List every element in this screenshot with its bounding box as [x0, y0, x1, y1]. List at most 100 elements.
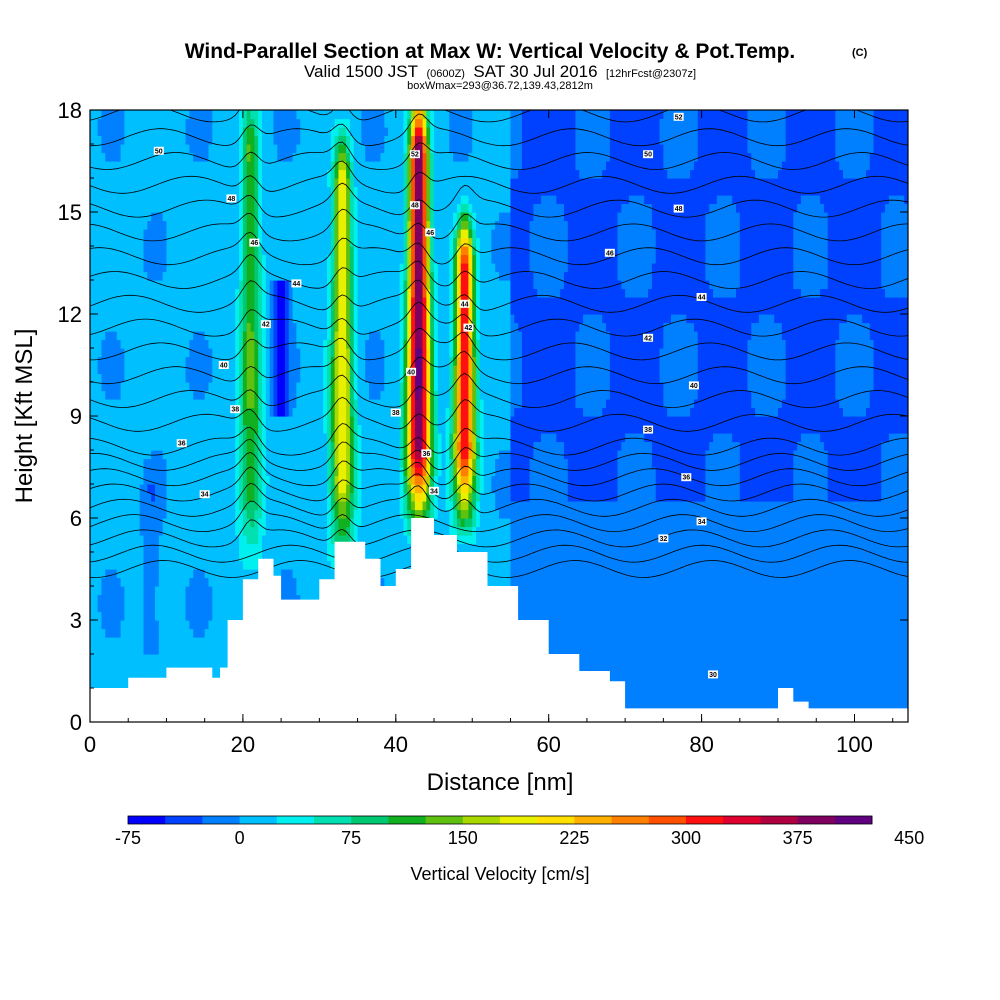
velocity-cell	[116, 382, 122, 392]
velocity-cell	[277, 399, 282, 409]
velocity-cell	[216, 484, 221, 494]
velocity-cell	[189, 518, 194, 528]
velocity-cell	[197, 577, 202, 587]
velocity-cell	[132, 322, 137, 332]
velocity-cell	[97, 450, 103, 460]
velocity-cell	[300, 144, 305, 154]
velocity-cell	[265, 467, 271, 477]
velocity-cell	[177, 280, 183, 290]
velocity-cell	[105, 424, 110, 434]
velocity-cell	[281, 203, 286, 213]
velocity-cell	[185, 518, 190, 528]
velocity-cell	[231, 152, 236, 162]
velocity-cell	[135, 297, 141, 307]
velocity-cell	[200, 339, 206, 349]
velocity-cell	[246, 220, 252, 230]
velocity-cell	[250, 492, 255, 502]
velocity-cell	[304, 212, 309, 222]
velocity-cell	[200, 662, 206, 672]
velocity-cell	[300, 390, 305, 400]
velocity-cell	[93, 671, 99, 681]
copyright-mark: (C)	[852, 47, 868, 59]
velocity-cell	[338, 186, 343, 196]
velocity-cell	[105, 152, 110, 162]
velocity-cell	[97, 229, 103, 239]
velocity-cell	[311, 577, 317, 587]
velocity-cell	[227, 484, 233, 494]
velocity-cell	[216, 620, 221, 630]
velocity-cell	[212, 382, 217, 392]
velocity-cell	[262, 314, 267, 324]
velocity-cell	[97, 118, 103, 128]
velocity-cell	[269, 552, 275, 562]
velocity-cell	[284, 118, 290, 128]
velocity-cell	[262, 297, 267, 307]
velocity-cell	[177, 169, 183, 179]
velocity-cell	[139, 501, 145, 511]
velocity-cell	[101, 637, 106, 647]
velocity-cell	[112, 543, 118, 553]
velocity-cell	[128, 637, 133, 647]
velocity-cell	[204, 135, 210, 145]
velocity-cell	[181, 620, 187, 630]
velocity-cell	[177, 305, 183, 315]
velocity-cell	[193, 237, 198, 247]
velocity-cell	[296, 246, 301, 256]
velocity-cell	[128, 390, 133, 400]
velocity-cell	[281, 407, 286, 417]
velocity-cell	[166, 645, 171, 655]
velocity-cell	[239, 254, 244, 264]
velocity-cell	[132, 475, 137, 485]
velocity-cell	[189, 577, 194, 587]
velocity-cell	[292, 543, 298, 553]
velocity-cell	[231, 526, 236, 536]
velocity-cell	[170, 492, 175, 502]
velocity-cell	[151, 662, 156, 672]
velocity-cell	[307, 458, 313, 468]
velocity-cell	[204, 603, 210, 613]
velocity-cell	[296, 322, 301, 332]
velocity-cell	[239, 373, 244, 383]
velocity-cell	[116, 144, 122, 154]
velocity-cell	[143, 322, 148, 332]
velocity-cell	[105, 322, 110, 332]
velocity-cell	[143, 509, 148, 519]
velocity-cell	[124, 518, 129, 528]
velocity-cell	[262, 127, 267, 137]
velocity-cell	[258, 450, 263, 460]
velocity-cell	[284, 297, 290, 307]
velocity-cell	[296, 441, 301, 451]
velocity-cell	[288, 246, 294, 256]
velocity-cell	[284, 135, 290, 145]
velocity-cell	[349, 407, 355, 417]
velocity-cell	[292, 484, 298, 494]
velocity-cell	[166, 382, 171, 392]
velocity-cell	[239, 229, 244, 239]
velocity-cell	[166, 569, 171, 579]
velocity-cell	[307, 348, 313, 358]
velocity-cell	[139, 543, 145, 553]
velocity-cell	[242, 331, 248, 341]
velocity-cell	[349, 331, 355, 341]
velocity-cell	[204, 203, 210, 213]
velocity-cell	[212, 475, 217, 485]
velocity-cell	[269, 305, 275, 315]
velocity-cell	[132, 390, 137, 400]
velocity-cell	[154, 628, 160, 638]
velocity-cell	[158, 178, 164, 188]
velocity-cell	[227, 178, 233, 188]
velocity-cell	[197, 637, 202, 647]
velocity-cell	[311, 586, 317, 596]
velocity-cell	[147, 518, 152, 528]
velocity-cell	[323, 424, 328, 434]
velocity-cell	[231, 450, 236, 460]
velocity-cell	[304, 118, 309, 128]
velocity-cell	[204, 212, 210, 222]
velocity-cell	[307, 237, 313, 247]
velocity-cell	[139, 577, 145, 587]
velocity-cell	[323, 552, 328, 562]
velocity-cell	[242, 492, 248, 502]
velocity-cell	[315, 365, 320, 375]
velocity-cell	[300, 492, 305, 502]
velocity-cell	[112, 637, 118, 647]
